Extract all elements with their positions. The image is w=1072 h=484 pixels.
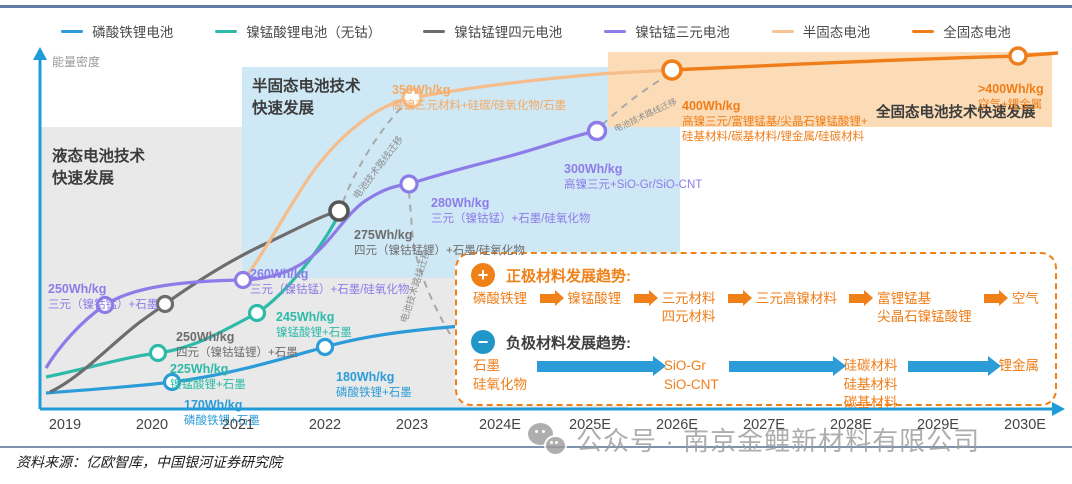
cathode-trend-header: + 正极材料发展趋势: xyxy=(471,263,1039,287)
legend-item-ternary: 镍钴锰三元电池 xyxy=(604,21,730,41)
x-tick-2025e: 2025E xyxy=(569,417,611,433)
legend-label: 磷酸铁锂电池 xyxy=(92,25,174,40)
legend-label: 镍锰酸锂电池（无钴） xyxy=(246,25,382,40)
arrow-right-icon xyxy=(849,290,874,306)
anode-trend-title: 负极材料发展趋势: xyxy=(506,334,631,352)
bottom-divider-line xyxy=(0,446,1072,448)
materials-trend-box: + 正极材料发展趋势: 磷酸铁锂 镍锰酸锂 三元材料 四元材料 三元高镍材料 富… xyxy=(455,252,1057,410)
cathode-item: 磷酸铁锂 xyxy=(473,291,527,306)
legend-item-quaternary: 镍钴锰锂四元电池 xyxy=(423,21,562,41)
region-label-liquid: 液态电池技术 快速发展 xyxy=(52,148,146,187)
x-tick-2019: 2019 xyxy=(48,417,82,433)
x-tick-2026e: 2026E xyxy=(656,417,698,433)
arrow-right-icon xyxy=(984,290,1009,306)
legend-item-lnmo: 镍锰酸锂电池（无钴） xyxy=(215,21,381,41)
arrow-right-icon xyxy=(633,290,658,306)
legend-swatch xyxy=(604,29,627,33)
anode-item: 锂金属 xyxy=(998,358,1039,374)
legend-swatch xyxy=(771,29,794,33)
legend-item-solid: 全固态电池 xyxy=(912,21,1011,41)
region-label-solid: 全固态电池技术快速发展 xyxy=(876,105,1036,121)
legend-label: 半固态电池 xyxy=(802,25,871,40)
minus-icon: − xyxy=(471,330,495,355)
top-border-line xyxy=(0,5,1072,8)
plus-icon: + xyxy=(471,263,495,287)
wechat-watermark: 公众号 · 南京金鲤新材料有限公司 xyxy=(528,421,980,458)
x-tick-2030e: 2030E xyxy=(1004,417,1046,433)
wechat-icon xyxy=(528,422,568,457)
legend-swatch xyxy=(215,29,238,33)
cathode-trend-chain: 磷酸铁锂 镍锰酸锂 三元材料 四元材料 三元高镍材料 富锂锰基 尖晶石镍锰酸锂 … xyxy=(473,290,1039,326)
annotation-400plus-whkg: >400Wh/kg 空气+锂金属 xyxy=(978,82,1044,111)
region-label-semi-solid: 半固态电池技术 快速发展 xyxy=(252,78,361,117)
x-tick-2023: 2023 xyxy=(395,417,429,433)
x-tick-2027e: 2027E xyxy=(743,417,785,433)
x-tick-2024e: 2024E xyxy=(479,417,521,433)
cathode-trend-title: 正极材料发展趋势: xyxy=(506,267,631,285)
legend-swatch xyxy=(912,29,935,33)
annotation-250whkg-quaternary: 250Wh/kg 四元（镍钴锰锂）+石墨 xyxy=(176,330,298,359)
y-axis-arrow-icon xyxy=(33,47,47,60)
arrow-right-icon xyxy=(728,290,753,306)
x-axis-arrow-icon xyxy=(1052,402,1065,416)
x-tick-2029e: 2029E xyxy=(917,417,959,433)
x-tick-2028e: 2028E xyxy=(830,417,872,433)
x-tick-2020: 2020 xyxy=(135,417,169,433)
annotation-300whkg: 300Wh/kg 高镍三元+SiO-Gr/SiO-CNT xyxy=(564,162,703,191)
legend-swatch xyxy=(61,29,84,33)
arrow-right-icon xyxy=(729,356,847,377)
legend-label: 全固态电池 xyxy=(943,25,1011,40)
cathode-item: 空气 xyxy=(1011,291,1039,306)
anode-item: 硅碳材料 硅基材料 碳基材料 xyxy=(843,358,898,410)
cathode-item: 三元高镍材料 xyxy=(755,291,837,306)
legend-label: 镍钴锰三元电池 xyxy=(635,25,730,40)
anode-item: 石墨 硅氧化物 xyxy=(473,358,527,392)
annotation-350whkg: 350Wh/kg 高镍三元材料+硅碳/硅氧化物/石墨 xyxy=(392,83,567,112)
anode-item: SiO-Gr SiO-CNT xyxy=(663,358,719,392)
legend-swatch xyxy=(423,29,446,33)
arrow-right-icon xyxy=(539,290,564,306)
annotation-400whkg: 400Wh/kg 高镍三元/富锂锰基/尖晶石镍锰酸锂+ 硅基材料/碳基材料/锂金属… xyxy=(682,99,868,143)
anode-trend-header: − 负极材料发展趋势: xyxy=(471,330,1039,355)
legend-item-lfp: 磷酸铁锂电池 xyxy=(61,21,173,41)
x-tick-2022: 2022 xyxy=(308,417,342,433)
watermark-text: 公众号 · 南京金鲤新材料有限公司 xyxy=(576,426,981,456)
annotation-180whkg: 180Wh/kg 磷酸铁锂+石墨 xyxy=(336,370,412,399)
legend: 磷酸铁锂电池 镍锰酸锂电池（无钴） 镍钴锰锂四元电池 镍钴锰三元电池 半固态电池… xyxy=(0,21,1072,41)
legend-label: 镍钴锰锂四元电池 xyxy=(454,25,563,40)
cathode-item: 镍锰酸锂 xyxy=(567,291,622,306)
source-note: 资料来源：亿欧智库，中国银河证券研究院 xyxy=(16,456,282,471)
arrow-right-icon xyxy=(908,356,1002,377)
annotation-260whkg: 260Wh/kg 三元（镍钴锰）+石墨/硅氧化物 xyxy=(250,267,410,296)
annotation-250whkg-ternary: 250Wh/kg 三元（镍钴锰）+石墨 xyxy=(48,282,159,311)
x-tick-2021: 2021 xyxy=(221,417,255,433)
legend-item-semi-solid: 半固态电池 xyxy=(771,21,871,41)
arrow-right-icon xyxy=(537,356,667,377)
cathode-item: 三元材料 四元材料 xyxy=(661,291,716,325)
anode-trend-chain: 石墨 硅氧化物 SiO-Gr SiO-CNT 硅碳材料 硅基材料 碳基材料 锂金… xyxy=(473,356,1039,412)
cathode-item: 富锂锰基 尖晶石镍锰酸锂 xyxy=(877,291,972,325)
y-axis-label: 能量密度 xyxy=(52,55,101,69)
